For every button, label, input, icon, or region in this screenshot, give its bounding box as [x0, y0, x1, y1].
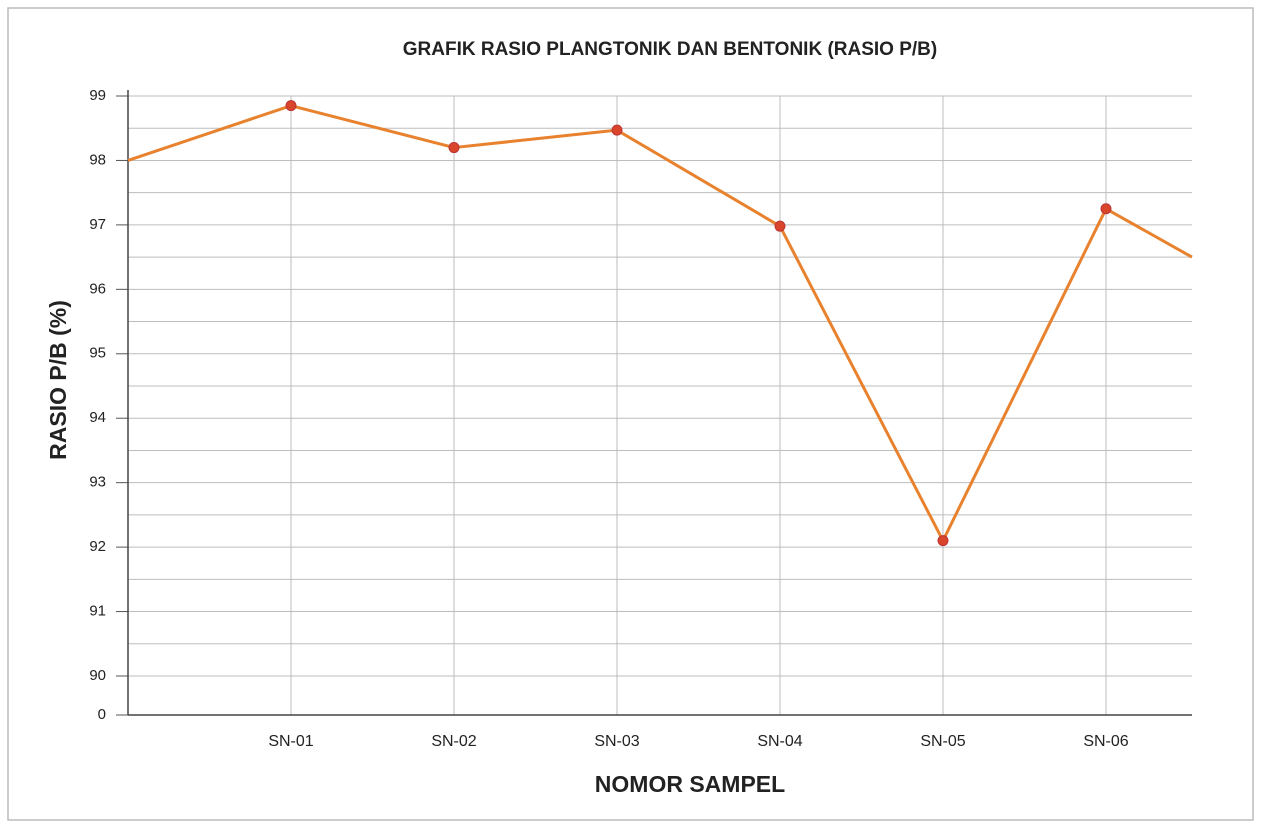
- data-point: [937, 535, 949, 547]
- data-point: [774, 220, 786, 232]
- x-tick-label: SN-02: [431, 733, 476, 750]
- frame: [7, 7, 1254, 821]
- x-axis-label: NOMOR SAMPEL: [595, 771, 785, 797]
- chart-title: GRAFIK RASIO PLANGTONIK DAN BENTONIK (RA…: [403, 39, 937, 60]
- y-tick-label: 0: [98, 706, 106, 723]
- x-tick-label: SN-03: [594, 733, 639, 750]
- data-point: [1100, 203, 1112, 215]
- y-tick-label: 97: [89, 216, 106, 233]
- x-tick-label: SN-06: [1083, 733, 1128, 750]
- y-tick-label: 94: [89, 409, 106, 426]
- y-tick-label: 91: [89, 603, 106, 620]
- y-tick-label: 95: [89, 345, 106, 362]
- data-point: [611, 124, 623, 136]
- y-tick-label: 92: [89, 538, 106, 555]
- data-point: [285, 100, 297, 112]
- y-tick-label: 98: [89, 151, 106, 168]
- data-point: [448, 142, 460, 154]
- x-tick-label: SN-04: [757, 733, 802, 750]
- data-line: [127, 104, 1193, 543]
- y-tick-label: 90: [89, 667, 106, 684]
- x-tick-label: SN-05: [920, 733, 965, 750]
- x-tick-label: SN-01: [268, 733, 313, 750]
- y-tick-label: 96: [89, 280, 106, 297]
- y-tick-label: 99: [89, 87, 106, 104]
- y-axis-label: RASIO P/B (%): [45, 300, 71, 460]
- y-tick-label: 93: [89, 474, 106, 491]
